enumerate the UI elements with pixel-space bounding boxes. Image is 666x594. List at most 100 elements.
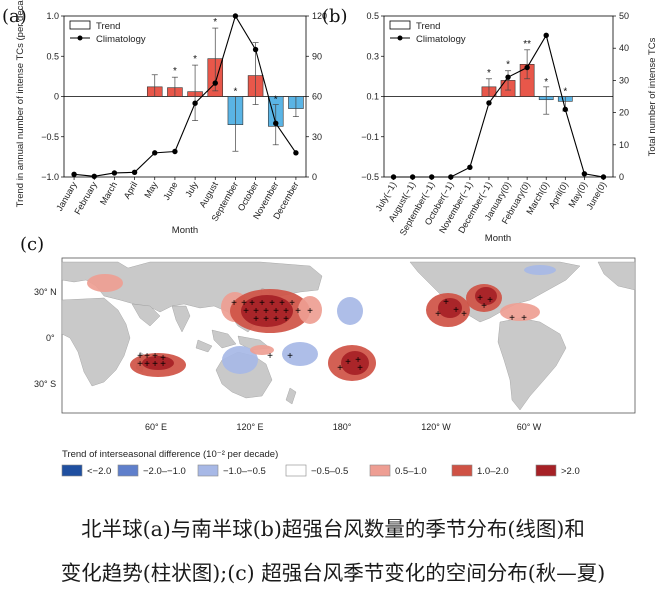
significance-plus: + bbox=[279, 298, 285, 309]
legend-swatch-4 bbox=[369, 464, 391, 477]
climatology-point-a-8 bbox=[232, 13, 239, 19]
lon-label-180: 180° bbox=[333, 422, 352, 432]
significance-plus: + bbox=[137, 351, 143, 362]
lon-label-60w: 60° W bbox=[517, 422, 542, 432]
ytick-a-4: 1.0 bbox=[46, 11, 59, 21]
land-south-america bbox=[497, 317, 567, 411]
y2tick-b-1: 10 bbox=[619, 140, 629, 150]
climatology-point-b-8 bbox=[543, 32, 549, 39]
y2tick-a-3: 90 bbox=[312, 51, 322, 61]
lon-label-60e: 60° E bbox=[145, 422, 167, 432]
sig-star-a-10: * bbox=[274, 95, 278, 106]
significance-plus: + bbox=[355, 355, 361, 366]
sig-star-a-7: * bbox=[213, 17, 217, 28]
legend-swatch-0 bbox=[61, 464, 83, 477]
climatology-point-b-9 bbox=[562, 106, 568, 113]
sig-star-b-6: * bbox=[506, 60, 510, 71]
y2tick-a-0: 0 bbox=[312, 172, 317, 182]
caption-line-1: 北半球(a)与南半球(b)超强台风数量的季节分布(线图)和 bbox=[81, 517, 585, 541]
land-new-zealand bbox=[285, 387, 297, 405]
legend-a-trend: Trend bbox=[96, 21, 120, 32]
panel-a-label: (a) bbox=[2, 6, 27, 27]
sig-star-a-6: * bbox=[193, 54, 197, 65]
significance-plus: + bbox=[267, 351, 273, 362]
trend-blob bbox=[500, 303, 540, 321]
y2tick-a-2: 60 bbox=[312, 92, 322, 102]
climatology-point-a-6 bbox=[192, 100, 198, 106]
significance-plus: + bbox=[152, 359, 158, 370]
significance-plus: + bbox=[160, 359, 166, 370]
ytick-a-0: −1.0 bbox=[41, 172, 59, 182]
y2tick-b-4: 40 bbox=[619, 43, 629, 53]
legend-b-climatology: Climatology bbox=[416, 34, 466, 45]
significance-plus: + bbox=[357, 363, 363, 374]
legend-label-1: −2.0–−1.0 bbox=[143, 466, 186, 477]
ytick-b-3: 0.3 bbox=[366, 51, 379, 61]
ytick-b-0: −0.5 bbox=[361, 172, 379, 182]
climatology-point-a-0 bbox=[71, 171, 77, 178]
legend-swatch-3 bbox=[285, 464, 307, 477]
climatology-line-a bbox=[74, 14, 297, 177]
sig-star-b-9: * bbox=[563, 87, 567, 98]
legend-swatch-1 bbox=[117, 464, 139, 477]
sig-star-b-8: * bbox=[544, 77, 548, 88]
significance-plus: + bbox=[144, 359, 150, 370]
significance-plus: + bbox=[295, 306, 301, 317]
y2tick-a-4: 120 bbox=[312, 11, 327, 21]
xtick-a-5: June bbox=[161, 180, 179, 202]
lon-label-120e: 120° E bbox=[236, 422, 263, 432]
significance-plus: + bbox=[263, 306, 269, 317]
significance-plus: + bbox=[487, 295, 493, 306]
climatology-point-a-11 bbox=[293, 150, 299, 156]
y2tick-b-5: 50 bbox=[619, 11, 629, 21]
significance-plus: + bbox=[345, 357, 351, 368]
legend-swatch-6 bbox=[535, 464, 557, 477]
significance-plus: + bbox=[253, 306, 259, 317]
lat-label-30n: 30° N bbox=[34, 287, 57, 297]
ytick-b-2: 0.1 bbox=[366, 92, 379, 102]
panel-c: (c) + + + ++ + +++ + + + + bbox=[20, 234, 636, 477]
trend-blob bbox=[475, 287, 497, 305]
legend-swatch-2 bbox=[197, 464, 219, 477]
significance-plus: + bbox=[435, 309, 441, 320]
climatology-line-b bbox=[393, 33, 604, 178]
legend-label-6: >2.0 bbox=[561, 466, 580, 477]
climatology-point-a-3 bbox=[131, 169, 138, 176]
sig-star-a-5: * bbox=[173, 66, 177, 77]
significance-plus: + bbox=[249, 298, 255, 309]
significance-plus: + bbox=[241, 298, 247, 309]
ytick-a-3: 0.5 bbox=[46, 51, 59, 61]
climatology-point-b-5 bbox=[486, 100, 492, 106]
trend-blob bbox=[222, 346, 258, 374]
climatology-point-a-9 bbox=[252, 46, 259, 53]
trend-blob bbox=[282, 342, 318, 366]
lat-label-30s: 30° S bbox=[34, 379, 56, 389]
significance-plus: + bbox=[253, 314, 259, 325]
trend-blobs bbox=[87, 265, 556, 381]
legend-swatch-5 bbox=[451, 464, 473, 477]
climatology-point-a-5 bbox=[172, 148, 178, 155]
panel-b-label: (b) bbox=[322, 6, 348, 27]
significance-plus: + bbox=[269, 298, 275, 309]
significance-plus: + bbox=[243, 306, 249, 317]
significance-plus: + bbox=[144, 351, 150, 362]
significance-plus: + bbox=[289, 298, 295, 309]
climatology-point-a-10 bbox=[273, 120, 279, 127]
significance-plus: + bbox=[137, 359, 143, 370]
climatology-point-b-10 bbox=[581, 171, 588, 177]
climatology-point-a-7 bbox=[212, 80, 218, 86]
significance-plus: + bbox=[337, 363, 343, 374]
significance-plus: + bbox=[160, 353, 166, 364]
ytick-a-2: 0 bbox=[54, 92, 59, 102]
ytick-b-4: 0.5 bbox=[366, 11, 379, 21]
legend-b-trend-swatch bbox=[389, 20, 411, 30]
trend-blob bbox=[87, 274, 123, 292]
legend-a-climatology-marker bbox=[77, 35, 83, 41]
climatology-point-b-7 bbox=[524, 64, 530, 71]
legend-a-trend-swatch bbox=[69, 20, 91, 30]
xtick-b-9: April(0) bbox=[547, 180, 570, 210]
climatology-point-a-1 bbox=[91, 173, 97, 180]
significance-plus: + bbox=[509, 313, 515, 324]
